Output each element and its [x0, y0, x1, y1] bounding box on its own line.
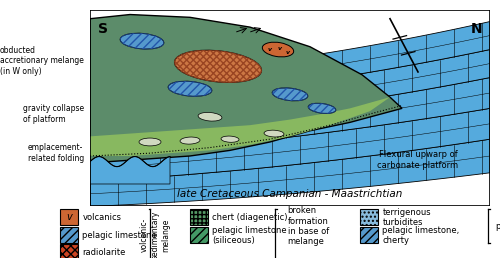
Ellipse shape	[262, 42, 294, 57]
Polygon shape	[90, 14, 402, 162]
Ellipse shape	[264, 130, 284, 137]
Text: volcanic-
sedimentary
melange: volcanic- sedimentary melange	[140, 211, 170, 258]
Text: volcanics: volcanics	[82, 213, 122, 222]
Bar	[360, 209, 378, 225]
Polygon shape	[90, 97, 390, 156]
Text: v: v	[278, 46, 282, 51]
Text: terrigenous
turbidites: terrigenous turbidites	[382, 208, 431, 227]
Polygon shape	[90, 21, 490, 106]
Bar	[60, 209, 78, 225]
Ellipse shape	[272, 88, 308, 101]
Text: Flexural upwarp of
carbonate platform: Flexural upwarp of carbonate platform	[378, 150, 458, 170]
Text: emplacement-
related folding: emplacement- related folding	[28, 143, 84, 163]
Text: v: v	[268, 47, 272, 52]
Text: pelagic limestone: pelagic limestone	[82, 231, 157, 240]
Ellipse shape	[174, 50, 262, 82]
Ellipse shape	[198, 112, 222, 121]
Text: chert (diagenetic): chert (diagenetic)	[212, 213, 288, 222]
Polygon shape	[90, 50, 490, 131]
Text: S: S	[98, 21, 108, 36]
Text: late Cretaceous Campanian - Maastrichtian: late Cretaceous Campanian - Maastrichtia…	[178, 189, 402, 199]
Polygon shape	[90, 108, 490, 181]
Bar	[190, 227, 208, 243]
Text: pelagic limestone
(siliceous): pelagic limestone (siliceous)	[212, 225, 287, 245]
Polygon shape	[90, 78, 490, 156]
Text: v: v	[66, 212, 71, 222]
Text: broken
formation
in base of
melange: broken formation in base of melange	[288, 206, 329, 246]
Text: v: v	[286, 50, 290, 55]
Bar	[60, 245, 78, 258]
Bar	[360, 227, 378, 243]
Polygon shape	[90, 157, 170, 184]
Ellipse shape	[120, 33, 164, 49]
Ellipse shape	[168, 81, 212, 96]
Text: obducted
accretionary melange
(in W only): obducted accretionary melange (in W only…	[0, 46, 84, 76]
Ellipse shape	[308, 103, 336, 114]
Text: platform: platform	[495, 222, 500, 231]
Ellipse shape	[221, 136, 239, 142]
Ellipse shape	[139, 138, 161, 146]
Bar	[60, 227, 78, 243]
Bar	[190, 209, 208, 225]
Text: N: N	[470, 21, 482, 36]
Polygon shape	[90, 139, 490, 206]
Text: radiolarite: radiolarite	[82, 248, 126, 257]
Text: gravity collapse
of platform: gravity collapse of platform	[23, 104, 84, 124]
Text: pelagic limestone,
cherty: pelagic limestone, cherty	[382, 225, 460, 245]
Ellipse shape	[180, 137, 200, 144]
